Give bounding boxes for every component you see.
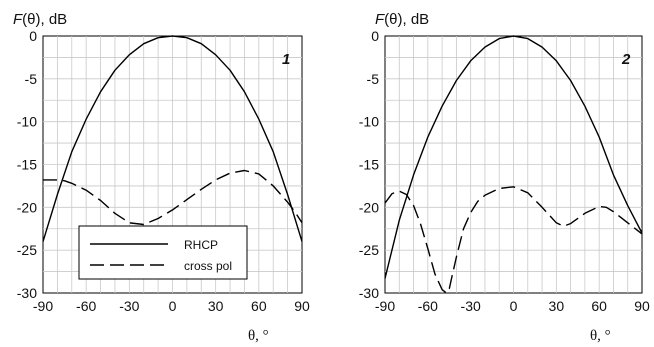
- x-tick-label: -60: [76, 298, 96, 314]
- y-axis-label: F(θ), dB: [13, 11, 67, 28]
- y-tick-label: -15: [359, 157, 379, 173]
- chart-panel-2: 0 -5 -10 -15 -20 -25 -30 -90 -60 -30 0 30 60 90 F(θ)…: [359, 11, 650, 344]
- y-tick-label: -30: [359, 285, 379, 301]
- grid: [385, 36, 642, 293]
- x-tick-label: -90: [375, 298, 395, 314]
- y-tick-label: -20: [359, 199, 379, 215]
- x-tick-label: 30: [208, 298, 224, 314]
- x-tick-label: 30: [549, 298, 565, 314]
- legend-box: [78, 225, 248, 280]
- y-tick-label: -30: [17, 285, 37, 301]
- x-axis-label: θ, °: [248, 328, 269, 344]
- series-line-cross-pol: [384, 186, 643, 294]
- x-tick-label: -30: [119, 298, 139, 314]
- y-axis-label: F(θ), dB: [375, 11, 429, 28]
- y-tick-label: -10: [359, 114, 379, 130]
- x-tick-label: -90: [33, 298, 53, 314]
- y-tick-label: -5: [25, 71, 38, 87]
- y-tick-label: -15: [17, 157, 37, 173]
- series-group: [384, 35, 643, 294]
- series-line-rhcp: [42, 35, 303, 242]
- x-tick-label: -30: [461, 298, 481, 314]
- legend-label-cross-pol: cross pol: [184, 259, 232, 273]
- x-tick-labels: -90 -60 -30 0 30 60 90: [33, 298, 310, 314]
- x-tick-label: 0: [169, 298, 177, 314]
- x-tick-label: -60: [418, 298, 438, 314]
- y-tick-label: -10: [17, 114, 37, 130]
- series-line-rhcp: [384, 35, 643, 279]
- y-tick-labels: 0 -5 -10 -15 -20 -25 -30: [359, 28, 379, 301]
- y-tick-label: -25: [17, 242, 37, 258]
- legend-label-rhcp: RHCP: [184, 238, 218, 252]
- chart-panel-1: 0 -5 -10 -15 -20 -25 -30 -90 -60 -30 0 30 60 90 F(θ)…: [13, 11, 310, 344]
- y-tick-label: -20: [17, 199, 37, 215]
- y-tick-labels: 0 -5 -10 -15 -20 -25 -30: [17, 28, 37, 301]
- y-tick-label: -25: [359, 242, 379, 258]
- y-tick-label: 0: [371, 28, 379, 44]
- x-tick-label: 60: [591, 298, 607, 314]
- x-tick-label: 90: [294, 298, 310, 314]
- series-line-cross-pol: [43, 169, 303, 226]
- x-tick-labels: -90 -60 -30 0 30 60 90: [375, 298, 650, 314]
- series-group: [42, 35, 303, 242]
- y-tick-label: 0: [29, 28, 37, 44]
- panel-number: 2: [621, 51, 631, 68]
- x-axis-label: θ, °: [590, 328, 611, 344]
- panel-number: 1: [282, 51, 290, 68]
- legend: RHCP cross pol: [78, 225, 248, 280]
- y-tick-label: -5: [367, 71, 380, 87]
- x-tick-label: 90: [634, 298, 650, 314]
- x-tick-label: 0: [510, 298, 518, 314]
- x-tick-label: 60: [251, 298, 267, 314]
